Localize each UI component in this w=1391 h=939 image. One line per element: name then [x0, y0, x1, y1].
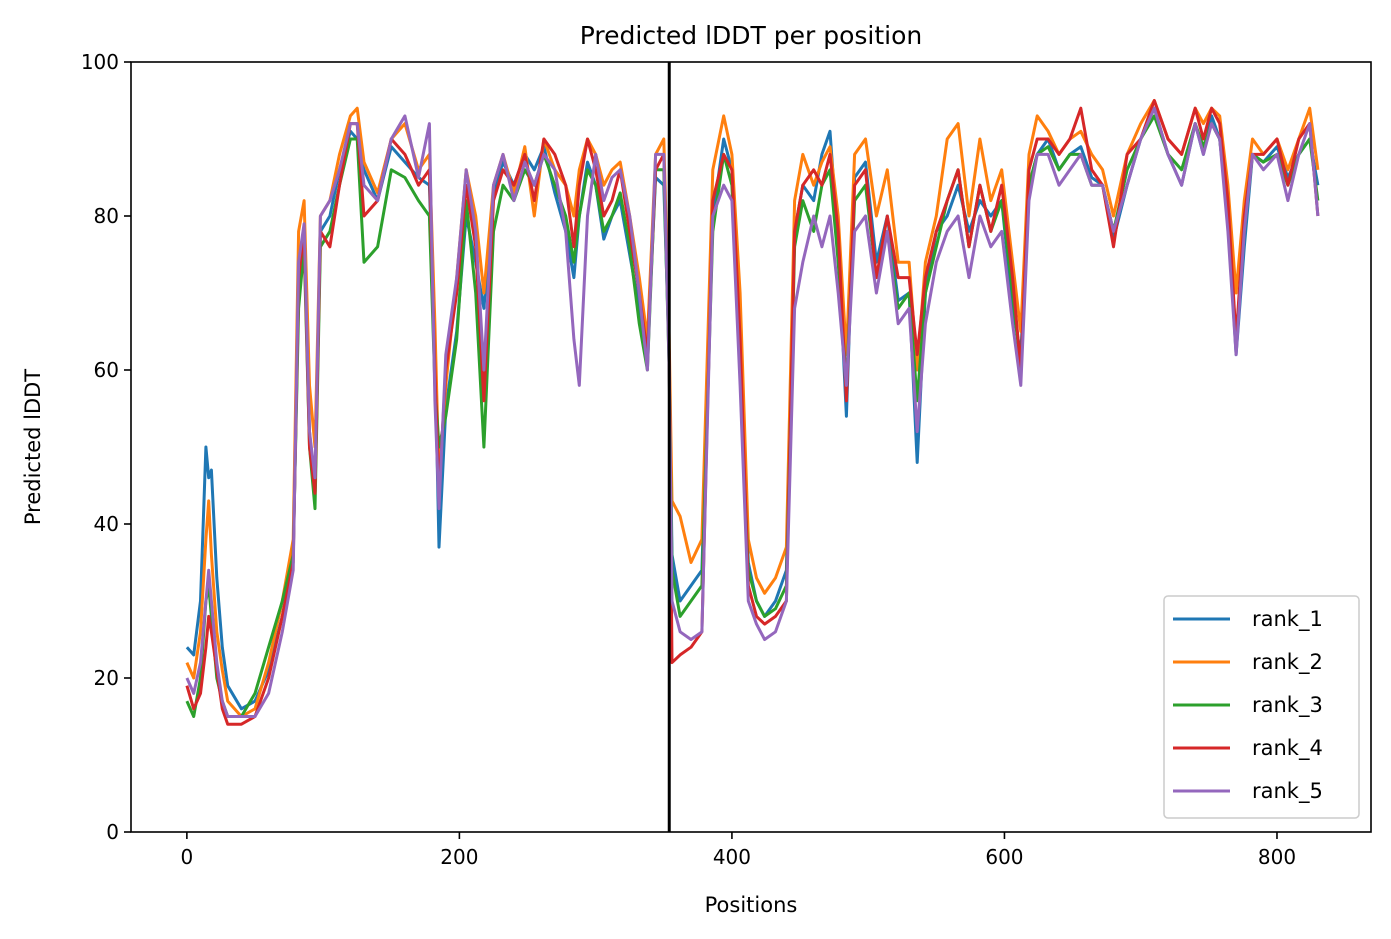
legend-label-rank_2: rank_2 — [1252, 650, 1323, 675]
y-tick-label: 40 — [94, 512, 119, 536]
legend-label-rank_5: rank_5 — [1252, 779, 1323, 804]
y-tick-label: 60 — [94, 358, 119, 382]
y-tick-label: 100 — [81, 50, 119, 74]
x-axis-title: Positions — [705, 893, 798, 917]
legend: rank_1 rank_2 rank_3 rank_4 rank_5 — [1163, 595, 1360, 819]
series-line-rank_2 — [185, 99, 1320, 718]
y-tick-label: 0 — [106, 820, 119, 844]
y-axis: 0 20 40 60 80 100 — [81, 50, 131, 844]
chart-title: Predicted lDDT per position — [580, 21, 922, 50]
x-tick-label: 0 — [181, 845, 194, 869]
series-line-rank_5 — [185, 106, 1320, 718]
x-tick-label: 400 — [713, 845, 751, 869]
legend-label-rank_1: rank_1 — [1252, 607, 1323, 632]
y-axis-title: Predicted lDDT — [21, 369, 45, 525]
x-tick-label: 200 — [440, 845, 478, 869]
legend-label-rank_3: rank_3 — [1252, 693, 1323, 718]
plot-frame — [130, 61, 1372, 833]
legend-box — [1163, 595, 1360, 819]
x-tick-label: 600 — [985, 845, 1023, 869]
series-group — [185, 99, 1320, 726]
legend-label-rank_4: rank_4 — [1252, 736, 1323, 761]
y-tick-label: 80 — [94, 204, 119, 228]
x-axis: 0 200 400 600 800 — [181, 832, 1296, 869]
x-tick-label: 800 — [1258, 845, 1296, 869]
y-tick-label: 20 — [94, 666, 119, 690]
